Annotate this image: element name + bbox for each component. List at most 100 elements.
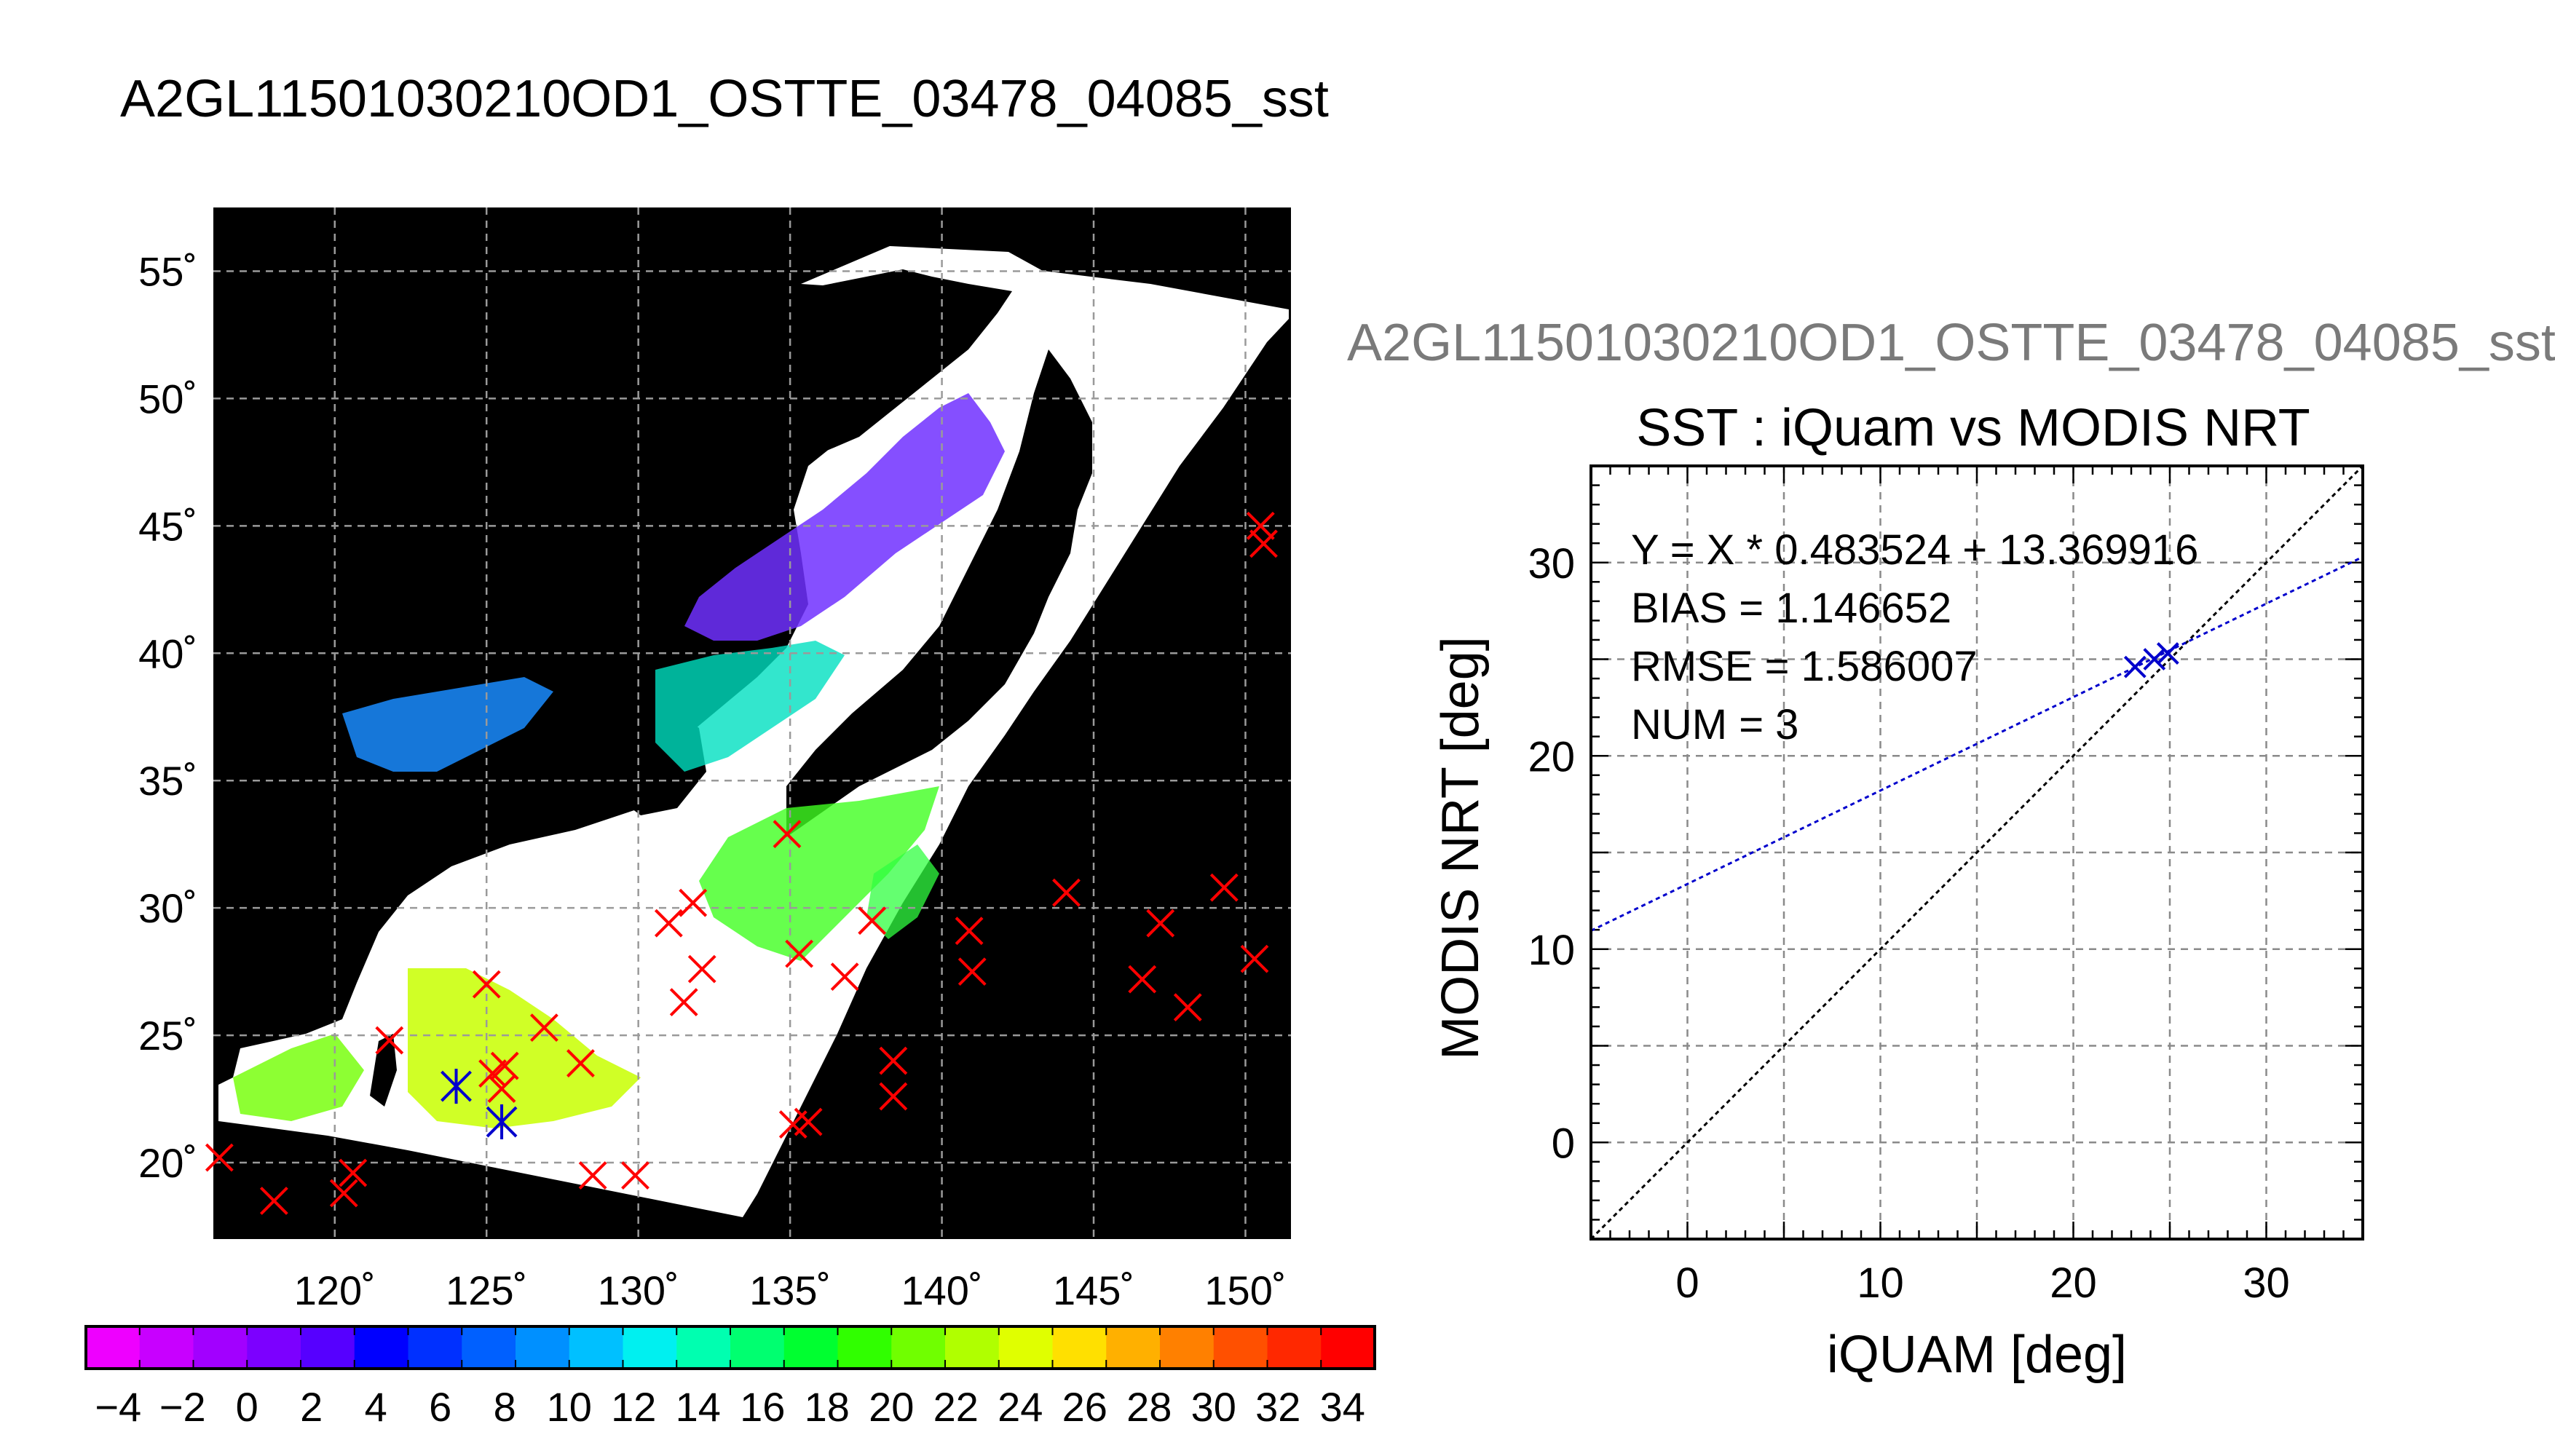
mainland-landmass [213,371,917,946]
colorbar-swatch [945,1326,1000,1369]
colorbar-tick-label: 34 [1320,1384,1365,1430]
scatter-gridlines [1591,466,2363,1239]
x-tick-label: 20 [2050,1259,2097,1307]
buoy-marker-red [1246,511,1275,540]
buoy-marker-red [375,1026,404,1055]
buoy-marker-red [794,1107,823,1136]
colorbar-swatch [1052,1326,1107,1369]
buoy-marker-red [530,1013,558,1042]
colorbar-tick-label: 8 [494,1384,516,1430]
identity-line [1590,464,2364,1241]
map-lat-tick-label: 35˚ [138,758,197,804]
colorbar-tick-label: 26 [1062,1384,1107,1430]
colorbar-swatch [676,1326,731,1369]
map-lat-tick-label: 45˚ [138,503,197,549]
buoy-marker-red [478,1059,507,1088]
sst-field-east [866,844,939,939]
map-lat-tick-label: 30˚ [138,885,197,931]
colorbar-tick-label: 32 [1255,1384,1300,1430]
colorbar-tick-label: 4 [365,1384,387,1430]
map-lon-tick-label: 120˚ [294,1267,376,1313]
colorbar-swatch [1267,1326,1322,1369]
sst-colorbar: −4 −2 0 2 4 6 8 10 12 14 16 18 20 22 24 26 28 30 32 34 [84,1325,1376,1430]
colorbar-swatch [86,1326,141,1369]
buoy-markers [205,511,1278,1215]
colorbar-tick-label: 6 [429,1384,451,1430]
map-lat-tick-label: 55˚ [138,248,197,294]
buoy-marker-red [1240,944,1269,973]
scatter-point [2156,642,2179,665]
sst-field-warm [699,786,939,961]
colorbar-swatch [193,1326,248,1369]
buoy-marker-red [679,888,708,917]
scatter-annotations: Y = X * 0.483524 + 13.369916 BIAS = 1.146… [1631,526,2198,748]
colorbar-swatch [623,1326,677,1369]
colorbar-swatch [354,1326,408,1369]
buoy-marker-red [957,957,987,986]
colorbar-tick-label: −4 [95,1384,141,1430]
buoy-marker-red [687,954,716,984]
colorbar-swatch [837,1326,892,1369]
map-gridlines [213,207,1291,1239]
map-lon-tick-label: 130˚ [598,1267,679,1313]
colorbar-swatch [301,1326,355,1369]
buoy-marker-red [205,1143,234,1172]
map-lon-tick-label: 125˚ [446,1267,527,1313]
y-axis-label: MODIS NRT [deg] [1431,636,1490,1060]
map-lon-tick-label: 140˚ [901,1267,983,1313]
japan-landmass [786,349,1092,837]
x-tick-label: 30 [2243,1259,2290,1307]
colorbar-swatch [1160,1326,1215,1369]
colorbar-tick-label: 18 [805,1384,850,1430]
sst-map-panel: 120˚ 125˚ 130˚ 135˚ 140˚ 145˚ 150˚ 55˚ 50˚ 45˚ 40… [138,207,1291,1313]
buoy-marker-red [785,939,814,968]
stat-annotation: RMSE = 1.586007 [1631,643,1978,690]
map-latitude-ticks: 55˚ 50˚ 45˚ 40˚ 35˚ 30˚ 25˚ 20˚ [138,248,197,1186]
colorbar-tick-label: 22 [933,1384,979,1430]
sst-field-hot [408,968,641,1128]
scatter-fit-lines [1590,464,2364,1241]
colorbar-swatch [1106,1326,1161,1369]
colorbar-swatch [462,1326,516,1369]
colorbar-swatch [569,1326,623,1369]
y-tick-label: 10 [1528,927,1575,974]
buoy-marker-red [830,962,859,992]
buoy-marker-red [773,820,802,849]
map-longitude-ticks: 120˚ 125˚ 130˚ 135˚ 140˚ 145˚ 150˚ [294,1267,1287,1313]
colorbar-tick-label: 16 [740,1384,785,1430]
buoy-marker-red [339,1158,368,1187]
y-tick-label: 30 [1528,540,1575,587]
colorbar-swatch [247,1326,301,1369]
buoy-marker-red [1173,993,1202,1022]
map-lon-tick-label: 135˚ [749,1267,831,1313]
buoy-marker-red [1128,965,1157,994]
sst-field-south [233,1034,364,1121]
buoy-marker-matched [486,1104,518,1140]
buoy-marker-red [578,1161,607,1190]
colorbar-swatch [408,1326,462,1369]
buoy-marker-red [1146,909,1175,938]
sst-field-cold [684,393,1005,641]
scatter-plot-panel: SST : iQuam vs MODIS NRT 0 10 20 300102030 … [1431,399,2364,1384]
buoy-marker-red [879,1082,908,1111]
chart-title: SST : iQuam vs MODIS NRT [1636,399,2310,457]
buoy-marker-red [1249,529,1278,558]
colorbar-swatch [998,1326,1053,1369]
colorbar-tick-label: 20 [869,1384,914,1430]
colorbar-swatch [730,1326,785,1369]
colorbar-tick-label: 10 [547,1384,592,1430]
buoy-marker-red [669,988,698,1017]
x-tick-label: 10 [1857,1259,1904,1307]
buoy-marker-red [490,1051,519,1080]
scatter-subtitle: A2GL11501030210OD1_OSTTE_03478_04085_sst [1347,314,2555,372]
colorbar-tick-label: 0 [236,1384,258,1430]
buoy-marker-red [621,1161,649,1190]
colorbar-tick-label: 28 [1126,1384,1172,1430]
map-lat-tick-label: 20˚ [138,1140,197,1186]
scatter-points [2123,642,2179,678]
colorbar-tick-label: 30 [1191,1384,1236,1430]
colorbar-swatch [1321,1326,1375,1369]
colorbar-swatch [1213,1326,1268,1369]
main-title: A2GL11501030210OD1_OSTTE_03478_04085_sst [120,70,1329,128]
